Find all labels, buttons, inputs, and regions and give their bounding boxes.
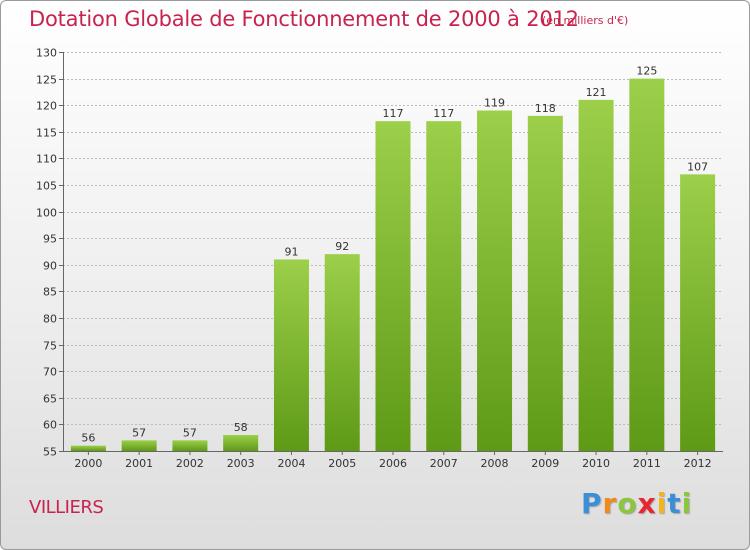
bar-2006 [375,121,411,451]
chart-subtitle: (en milliers d'€) [542,14,629,27]
y-tick-label: 115 [36,127,57,140]
y-tick-label: 110 [36,153,57,166]
axes [59,52,723,455]
x-tick-label-2002: 2002 [176,457,204,470]
y-tick-label: 130 [36,47,57,60]
value-label-2005: 92 [335,240,349,253]
bar-2004 [273,259,309,451]
value-label-2006: 117 [383,107,404,120]
y-tick-label: 60 [43,419,57,432]
logo-letter: t [667,487,682,520]
value-label-2008: 119 [484,97,505,110]
y-tick-label: 95 [43,233,57,246]
x-tick-label-2010: 2010 [582,457,610,470]
logo-letter: i [681,487,693,520]
value-label-2002: 57 [183,426,197,439]
x-tick-label-2012: 2012 [684,457,712,470]
bar-2003 [223,435,259,451]
y-tick-label: 75 [43,340,57,353]
bars [70,78,716,452]
bar-2011 [629,78,665,451]
value-label-2012: 107 [687,160,708,173]
place-name: VILLIERS [29,497,104,518]
bar-2012 [680,174,716,452]
y-tick-label: 85 [43,286,57,299]
x-tick-label-2001: 2001 [125,457,153,470]
y-tick-label: 65 [43,393,57,406]
y-tick-label: 80 [43,313,57,326]
x-tick-label-2006: 2006 [379,457,407,470]
logo-letter: r [602,487,618,520]
value-label-2010: 121 [586,86,607,99]
x-tick-label-2008: 2008 [481,457,509,470]
value-label-2000: 56 [81,432,95,445]
logo-letter: x [637,487,657,520]
grid-lines [63,52,723,452]
bar-2009 [527,115,563,451]
y-tick-label: 100 [36,207,57,220]
proxiti-logo: Proxiti [581,487,692,520]
chart-title: Dotation Globale de Fonctionnement de 20… [29,7,579,31]
logo-letter: P [581,487,603,520]
y-tick-label: 70 [43,366,57,379]
x-tick-label-2011: 2011 [633,457,661,470]
y-tick-label: 55 [43,446,57,459]
bar-2005 [324,254,360,451]
y-tick-label: 90 [43,260,57,273]
labels: 55 60 65 70 75 80 85 90 95 100 105 110 115 120 125 130 5… [36,47,712,471]
value-label-2001: 57 [132,426,146,439]
x-tick-label-2004: 2004 [277,457,305,470]
x-tick-label-2000: 2000 [74,457,102,470]
bar-2002 [172,440,208,451]
x-tick-label-2003: 2003 [227,457,255,470]
y-tick-label: 120 [36,100,57,113]
value-label-2004: 91 [284,245,298,258]
value-label-2011: 125 [636,65,657,78]
logo-letter: o [617,487,638,520]
y-tick-label: 105 [36,180,57,193]
value-label-2007: 117 [433,107,454,120]
value-label-2009: 118 [535,102,556,115]
value-label-2003: 58 [234,421,248,434]
x-tick-label-2007: 2007 [430,457,458,470]
bar-2000 [70,445,106,451]
x-tick-label-2009: 2009 [531,457,559,470]
bar-2010 [578,99,614,451]
bar-2008 [477,110,513,452]
x-tick-label-2005: 2005 [328,457,356,470]
bar-2001 [121,440,157,451]
bar-2007 [426,121,462,451]
logo-letter: i [656,487,668,520]
y-tick-label: 125 [36,74,57,87]
